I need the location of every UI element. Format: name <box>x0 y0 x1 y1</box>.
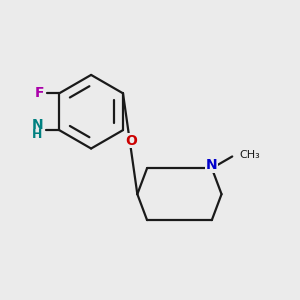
Text: H: H <box>32 128 42 141</box>
Text: F: F <box>34 86 44 100</box>
Text: N: N <box>206 158 218 172</box>
Text: CH₃: CH₃ <box>240 150 260 160</box>
Text: O: O <box>126 134 138 148</box>
Text: N: N <box>31 118 43 132</box>
